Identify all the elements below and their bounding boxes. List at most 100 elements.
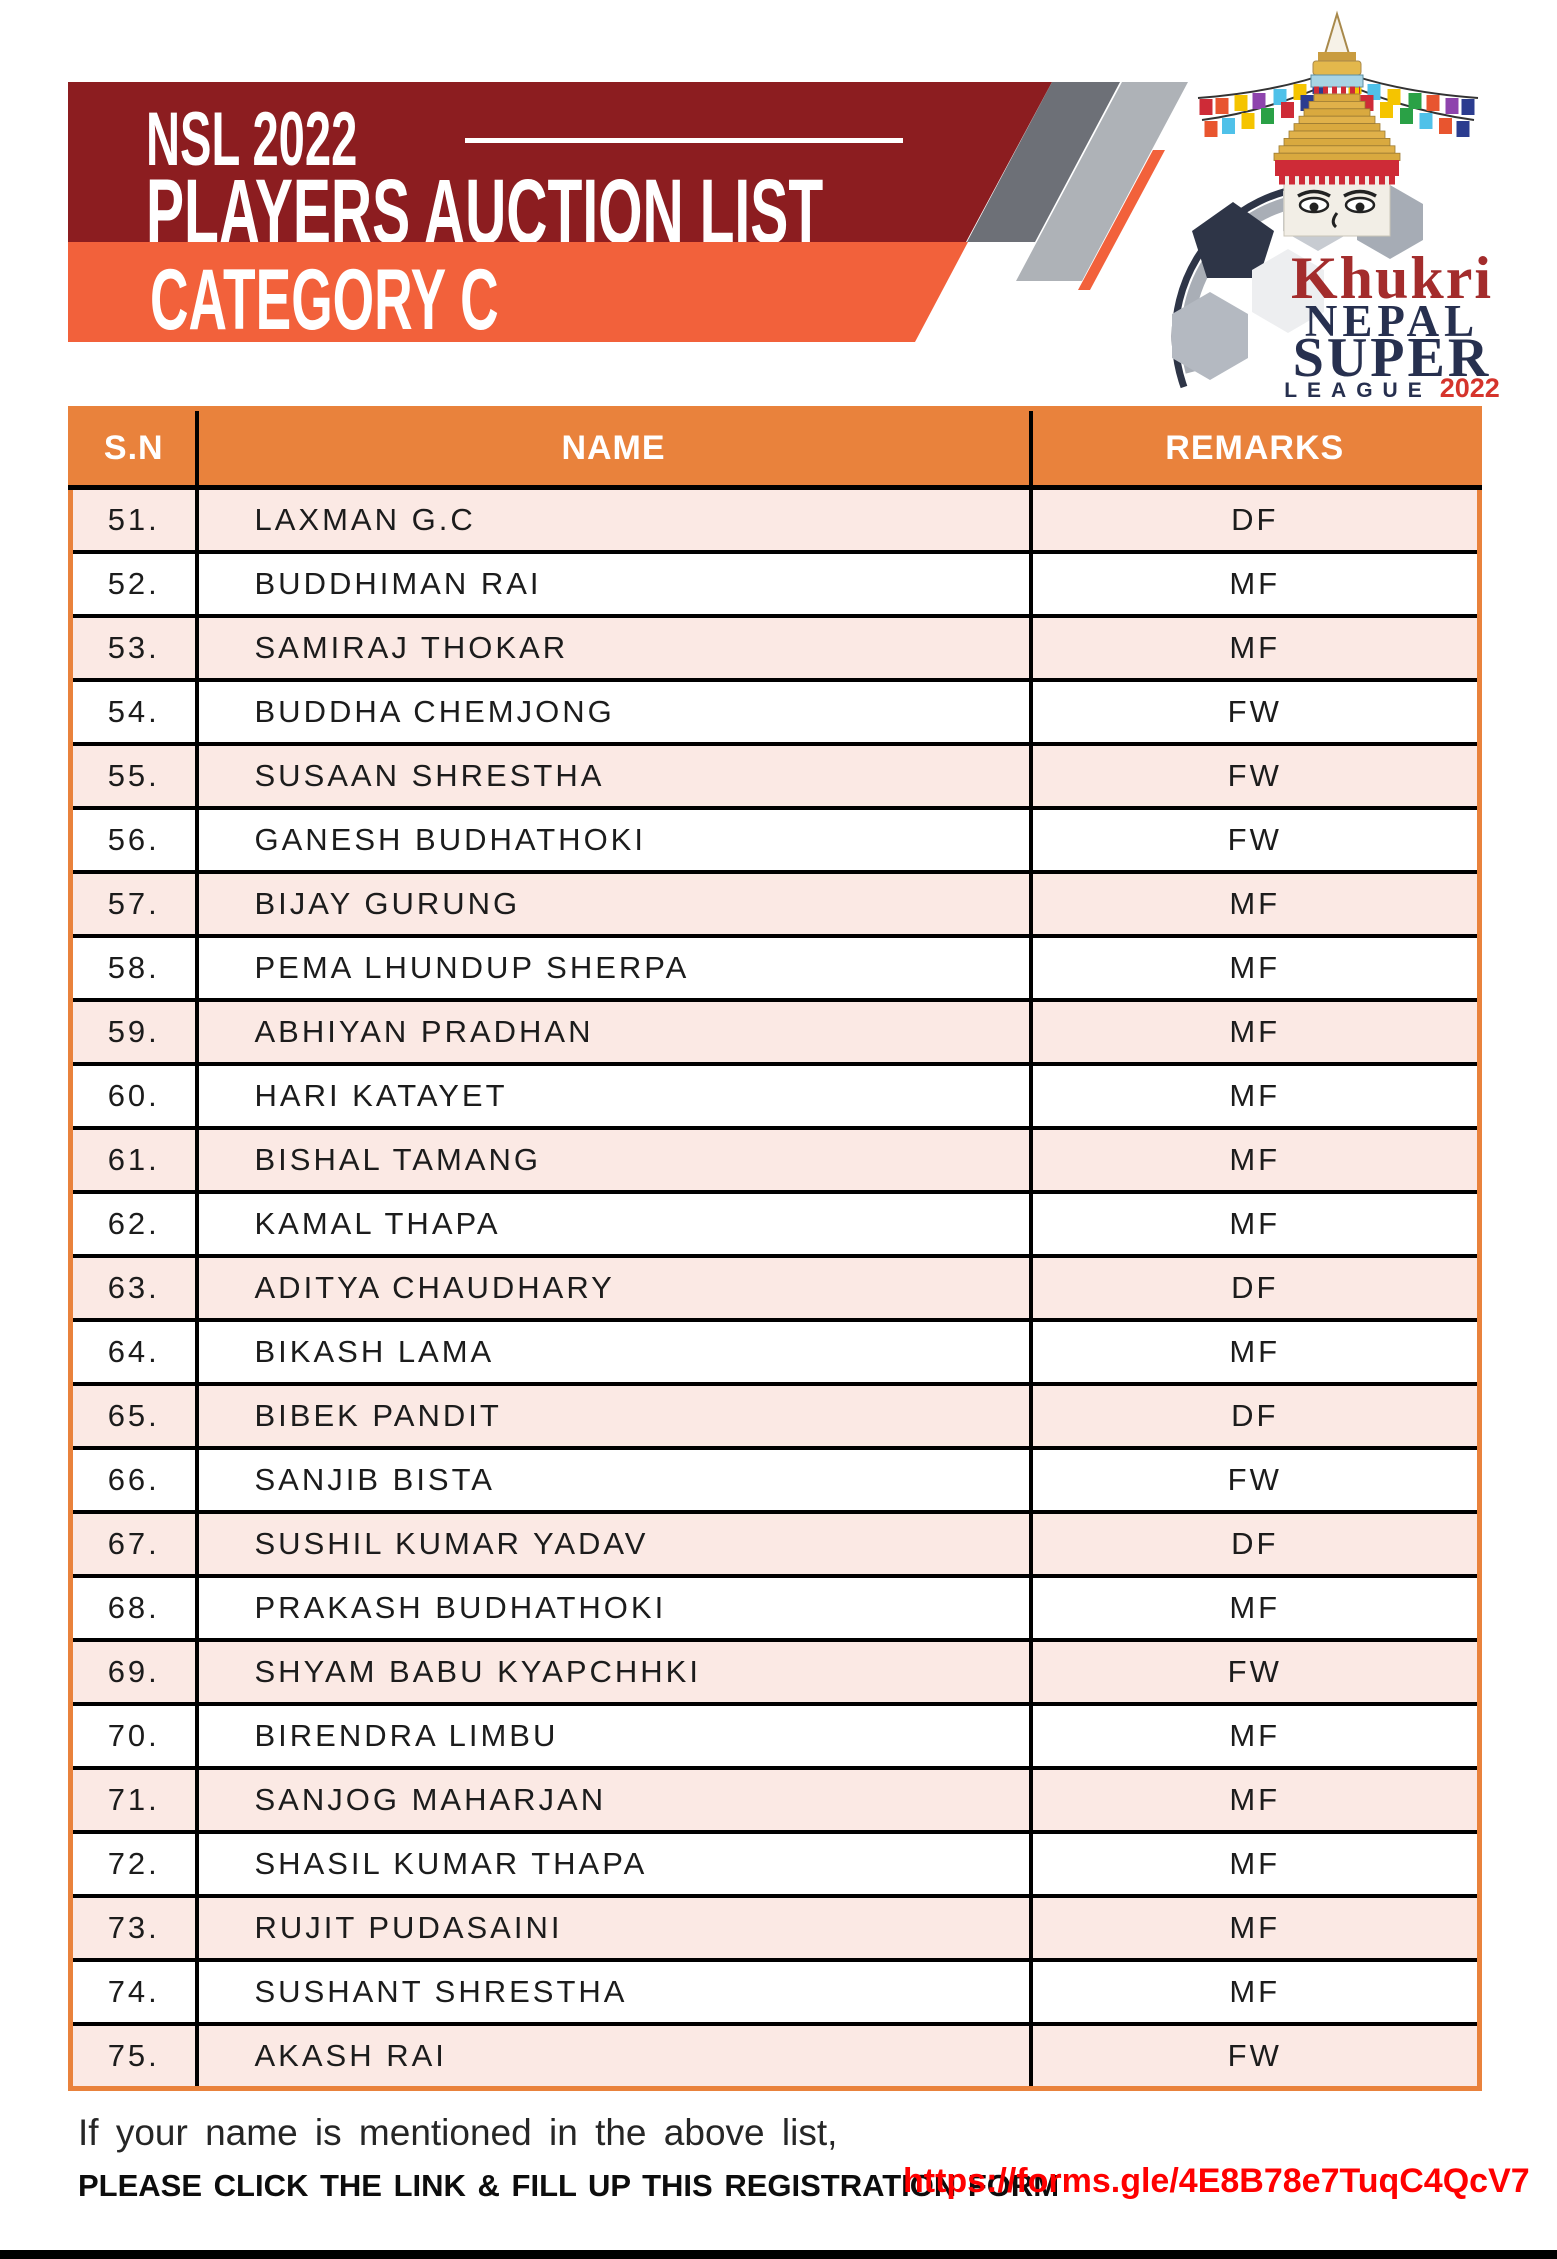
- row-name: ABHIYAN PRADHAN: [194, 998, 1031, 1064]
- table-row: 67. SUSHIL KUMAR YADAV DF: [70, 1510, 1480, 1576]
- row-name: PRAKASH BUDHATHOKI: [194, 1574, 1031, 1640]
- row-sn: 65.: [70, 1382, 197, 1448]
- row-name: BISHAL TAMANG: [194, 1126, 1031, 1192]
- table-row: 73. RUJIT PUDASAINI MF: [70, 1894, 1480, 1960]
- row-remark: MF: [1028, 1126, 1480, 1192]
- row-name: BIKASH LAMA: [194, 1318, 1031, 1384]
- column-header-name: NAME: [194, 408, 1031, 490]
- row-sn: 53.: [70, 614, 197, 680]
- footer-note: If your name is mentioned in the above l…: [78, 2112, 838, 2153]
- registration-form-link[interactable]: https://forms.gle/4E8B78e7TuqC4QcV7: [903, 2162, 1530, 2200]
- row-name: BUDDHIMAN RAI: [194, 550, 1031, 616]
- row-name: BIBEK PANDIT: [194, 1382, 1031, 1448]
- row-remark: MF: [1028, 550, 1480, 616]
- row-sn: 58.: [70, 934, 197, 1000]
- row-name: SHASIL KUMAR THAPA: [194, 1830, 1031, 1896]
- row-remark: MF: [1028, 1766, 1480, 1832]
- table-row: 54. BUDDHA CHEMJONG FW: [70, 678, 1480, 744]
- row-remark: MF: [1028, 998, 1480, 1064]
- table-row: 72. SHASIL KUMAR THAPA MF: [70, 1830, 1480, 1896]
- table-row: 66. SANJIB BISTA FW: [70, 1446, 1480, 1512]
- title-underline: [465, 138, 903, 143]
- row-remark: FW: [1028, 1446, 1480, 1512]
- row-remark: DF: [1028, 1254, 1480, 1320]
- row-name: SANJIB BISTA: [194, 1446, 1031, 1512]
- row-sn: 70.: [70, 1702, 197, 1768]
- logo-brand: Khukri: [1291, 245, 1493, 311]
- column-header-remarks: REMARKS: [1028, 408, 1480, 490]
- title-line2: PLAYERS AUCTION LIST: [146, 161, 824, 263]
- row-sn: 69.: [70, 1638, 197, 1704]
- row-sn: 74.: [70, 1958, 197, 2024]
- table-row: 64. BIKASH LAMA MF: [70, 1318, 1480, 1384]
- row-sn: 54.: [70, 678, 197, 744]
- logo-super: SUPER: [1293, 327, 1492, 389]
- row-sn: 67.: [70, 1510, 197, 1576]
- table-row: 52. BUDDHIMAN RAI MF: [70, 550, 1480, 616]
- row-name: SUSHANT SHRESTHA: [194, 1958, 1031, 2024]
- row-name: ADITYA CHAUDHARY: [194, 1254, 1031, 1320]
- players-table-header: S.N NAME REMARKS: [70, 408, 1480, 490]
- row-remark: MF: [1028, 1830, 1480, 1896]
- table-row: 70. BIRENDRA LIMBU MF: [70, 1702, 1480, 1768]
- row-remark: MF: [1028, 1702, 1480, 1768]
- row-sn: 55.: [70, 742, 197, 808]
- prayer-flags-icon: [1197, 69, 1479, 137]
- row-name: BIRENDRA LIMBU: [194, 1702, 1031, 1768]
- column-header-sn: S.N: [70, 408, 197, 490]
- row-name: BUDDHA CHEMJONG: [194, 678, 1031, 744]
- logo-league-year: LEAGUE 2022: [1284, 373, 1500, 401]
- row-name: RUJIT PUDASAINI: [194, 1894, 1031, 1960]
- row-sn: 52.: [70, 550, 197, 616]
- row-remark: MF: [1028, 1894, 1480, 1960]
- row-sn: 63.: [70, 1254, 197, 1320]
- stupa-icon: [1273, 10, 1401, 237]
- league-logo: Khukri NEPAL SUPER LEAGUE 2022: [1171, 10, 1500, 401]
- table-row: 75. AKASH RAI FW: [70, 2022, 1480, 2089]
- category-label: CATEGORY C: [150, 252, 499, 348]
- row-name: GANESH BUDHATHOKI: [194, 806, 1031, 872]
- row-sn: 71.: [70, 1766, 197, 1832]
- row-remark: MF: [1028, 1318, 1480, 1384]
- table-row: 61. BISHAL TAMANG MF: [70, 1126, 1480, 1192]
- row-name: SAMIRAJ THOKAR: [194, 614, 1031, 680]
- table-row: 62. KAMAL THAPA MF: [70, 1190, 1480, 1256]
- row-name: SUSAAN SHRESTHA: [194, 742, 1031, 808]
- table-row: 57. BIJAY GURUNG MF: [70, 870, 1480, 936]
- table-row: 71. SANJOG MAHARJAN MF: [70, 1766, 1480, 1832]
- players-table-body: 51. LAXMAN G.C DF 52. BUDDHIMAN RAI MF 53. SAMI…: [70, 485, 1480, 2089]
- row-name: BIJAY GURUNG: [194, 870, 1031, 936]
- table-row: 65. BIBEK PANDIT DF: [70, 1382, 1480, 1448]
- row-remark: MF: [1028, 1574, 1480, 1640]
- row-sn: 59.: [70, 998, 197, 1064]
- row-name: AKASH RAI: [194, 2022, 1031, 2089]
- row-name: SHYAM BABU KYAPCHHKI: [194, 1638, 1031, 1704]
- table-row: 69. SHYAM BABU KYAPCHHKI FW: [70, 1638, 1480, 1704]
- row-sn: 64.: [70, 1318, 197, 1384]
- row-sn: 75.: [70, 2022, 197, 2089]
- logo-nepal: NEPAL: [1305, 296, 1479, 346]
- row-name: SANJOG MAHARJAN: [194, 1766, 1031, 1832]
- row-remark: FW: [1028, 742, 1480, 808]
- row-sn: 61.: [70, 1126, 197, 1192]
- row-remark: MF: [1028, 1190, 1480, 1256]
- row-remark: MF: [1028, 870, 1480, 936]
- row-sn: 57.: [70, 870, 197, 936]
- row-remark: FW: [1028, 678, 1480, 744]
- row-sn: 60.: [70, 1062, 197, 1128]
- row-sn: 51.: [70, 485, 197, 552]
- row-remark: MF: [1028, 1958, 1480, 2024]
- table-row: 55. SUSAAN SHRESTHA FW: [70, 742, 1480, 808]
- table-row: 68. PRAKASH BUDHATHOKI MF: [70, 1574, 1480, 1640]
- footer-instruction: PLEASE CLICK THE LINK & FILL UP THIS REG…: [78, 2168, 1060, 2203]
- row-sn: 66.: [70, 1446, 197, 1512]
- players-table: S.N NAME REMARKS 51. LAXMAN G.C DF 52. BUDDH…: [68, 406, 1482, 2091]
- row-sn: 62.: [70, 1190, 197, 1256]
- row-sn: 73.: [70, 1894, 197, 1960]
- row-name: SUSHIL KUMAR YADAV: [194, 1510, 1031, 1576]
- row-sn: 56.: [70, 806, 197, 872]
- table-row: 60. HARI KATAYET MF: [70, 1062, 1480, 1128]
- row-name: HARI KATAYET: [194, 1062, 1031, 1128]
- row-remark: DF: [1028, 485, 1480, 552]
